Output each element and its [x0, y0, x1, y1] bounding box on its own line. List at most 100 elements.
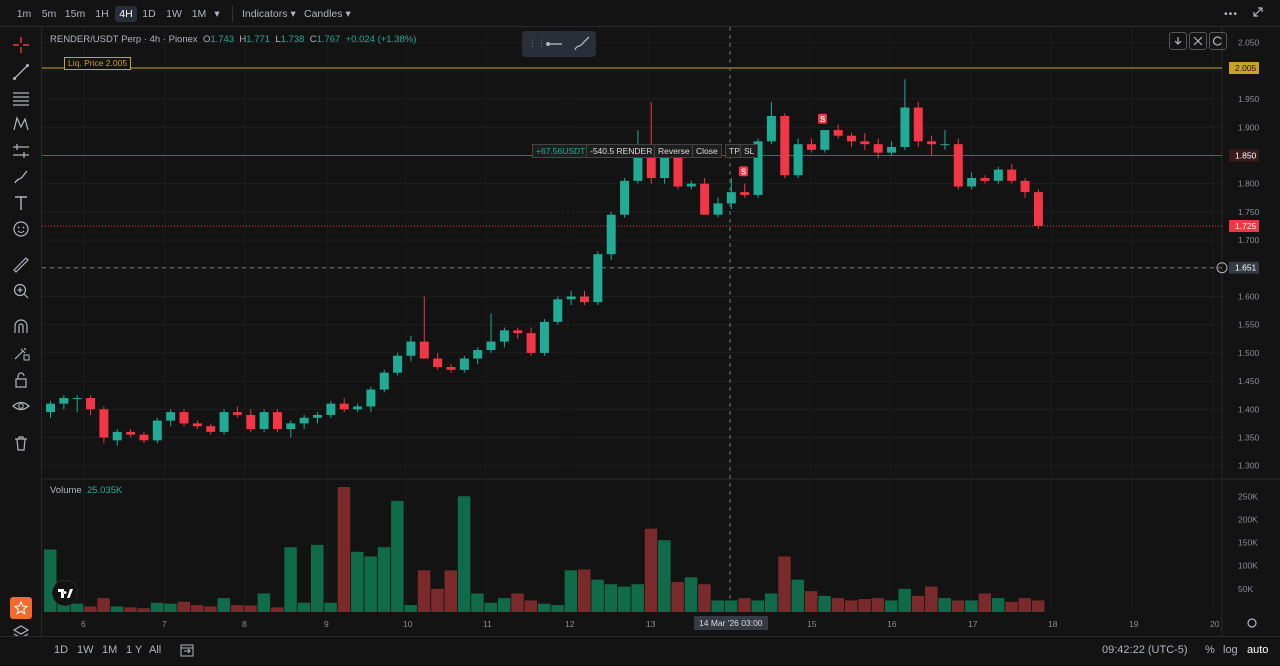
settings-gear-icon[interactable] — [1247, 618, 1257, 628]
download-icon[interactable] — [1169, 32, 1187, 50]
svg-text:S: S — [820, 115, 826, 124]
candle — [126, 429, 136, 438]
fullscreen-icon[interactable] — [1252, 6, 1264, 22]
brush-tool-icon[interactable] — [572, 35, 592, 56]
favorites-star-icon[interactable] — [10, 597, 32, 619]
volume-bar — [164, 603, 177, 612]
timeframe-1m[interactable]: 1m — [16, 8, 32, 20]
text-icon[interactable] — [11, 193, 31, 213]
candle — [112, 429, 122, 446]
auto-toggle[interactable]: auto — [1247, 644, 1269, 656]
volume-bar — [404, 605, 417, 612]
volume-bar — [351, 551, 364, 612]
eye-icon[interactable] — [11, 396, 31, 416]
crosshair-time-badge: 14 Mar '26 03:00 — [694, 616, 768, 630]
volume-bar — [257, 593, 271, 612]
candle — [887, 141, 897, 156]
volume-bar — [564, 570, 578, 612]
svg-text:S: S — [741, 167, 747, 176]
trash-icon[interactable] — [11, 433, 31, 453]
crosshair-icon[interactable] — [11, 35, 31, 55]
range-all[interactable]: All — [149, 644, 162, 656]
candle — [72, 395, 82, 413]
volume-bar — [524, 600, 538, 612]
volume-bar — [417, 570, 431, 612]
close-position-button[interactable]: Close — [692, 144, 722, 158]
tp-button[interactable]: TP — [725, 144, 744, 158]
high-label: H — [239, 34, 247, 45]
lock-drawing-icon[interactable] — [11, 343, 31, 363]
timeframe-1w[interactable]: 1W — [166, 8, 182, 20]
volume-tick: 250K — [1238, 491, 1258, 501]
position-pnl: +67.56USDT — [532, 144, 590, 158]
time-tick: 10 — [403, 619, 413, 629]
chart-area[interactable]: 2.0502.0001.9501.9001.8501.8001.7501.700… — [42, 27, 1280, 636]
timeframe-15m[interactable]: 15m — [64, 8, 86, 20]
candle — [99, 406, 109, 444]
collapse-icon[interactable] — [1189, 32, 1207, 50]
chart-type-button[interactable]: Candles ▾ — [304, 6, 351, 22]
time-tick: 6 — [81, 619, 86, 629]
sl-button[interactable]: SL — [740, 144, 759, 158]
magnet-icon[interactable] — [11, 317, 31, 337]
high-value: 1.771 — [246, 34, 271, 45]
reverse-button[interactable]: Reverse — [654, 144, 694, 158]
line-style-icon[interactable] — [544, 36, 564, 55]
candles — [46, 79, 1043, 446]
volume-bar — [644, 528, 658, 612]
range-1w[interactable]: 1W — [77, 644, 94, 656]
last-price-tag-text: 1.725 — [1235, 221, 1257, 231]
fib-retracement-icon[interactable] — [11, 88, 31, 108]
clock[interactable]: 09:42:22 (UTC-5) — [1102, 644, 1188, 656]
volume-bar — [190, 605, 204, 612]
pattern-icon[interactable] — [11, 114, 31, 134]
timeframe-1h[interactable]: 1H — [95, 8, 109, 20]
candle — [580, 290, 589, 305]
timeframe-5m[interactable]: 5m — [41, 8, 57, 20]
reset-icon[interactable] — [1209, 32, 1227, 50]
volume-bar — [537, 603, 551, 612]
volume-bar — [1018, 598, 1032, 612]
tradingview-logo[interactable] — [52, 580, 78, 606]
indicators-button[interactable]: Indicators ▾ — [242, 6, 296, 22]
ruler-icon[interactable] — [11, 255, 31, 275]
trend-line-icon[interactable] — [11, 62, 31, 82]
entry-price-tag-text: 1.850 — [1235, 150, 1257, 160]
add-alert-icon[interactable] — [1216, 262, 1228, 274]
price-chart[interactable]: 2.0502.0001.9501.9001.8501.8001.7501.700… — [42, 27, 1280, 636]
more-options-icon[interactable]: ••• — [1224, 8, 1239, 20]
time-tick: 15 — [807, 619, 817, 629]
measure-tools-icon[interactable] — [11, 141, 31, 161]
brush-icon[interactable] — [11, 167, 31, 187]
range-1y[interactable]: 1 Y — [126, 644, 143, 656]
timeframe-dropdown-icon[interactable]: ▾ — [214, 8, 220, 20]
time-tick: 11 — [483, 619, 492, 629]
timeframe-1d[interactable]: 1D — [142, 8, 156, 20]
floating-drawing-toolbar: ⋮⋮ — [522, 31, 596, 57]
time-tick: 19 — [1129, 619, 1139, 629]
candle — [593, 251, 603, 305]
percent-toggle[interactable]: % — [1205, 644, 1215, 656]
zoom-in-icon[interactable] — [11, 281, 31, 301]
liq-price-tag-text: 2.005 — [1235, 63, 1257, 73]
candle — [206, 423, 216, 435]
time-tick: 13 — [646, 619, 656, 629]
time-tick: 12 — [565, 619, 575, 629]
candle — [606, 211, 616, 260]
timeframe-4h[interactable]: 4H — [115, 6, 137, 22]
log-toggle[interactable]: log — [1223, 644, 1238, 656]
range-1d[interactable]: 1D — [54, 644, 69, 656]
volume-bar — [951, 600, 965, 612]
drag-handle-icon[interactable]: ⋮⋮ — [528, 38, 546, 48]
time-tick: 8 — [242, 619, 247, 629]
range-1m[interactable]: 1M — [102, 644, 118, 656]
candle — [59, 395, 69, 410]
candle — [219, 409, 229, 435]
lock-icon[interactable] — [11, 370, 31, 390]
candle — [459, 355, 469, 373]
candle — [446, 364, 456, 373]
emoji-icon[interactable] — [11, 219, 31, 239]
date-range-icon[interactable] — [179, 642, 195, 661]
timeframe-1m-month[interactable]: 1M — [191, 8, 207, 20]
candle — [726, 178, 736, 210]
